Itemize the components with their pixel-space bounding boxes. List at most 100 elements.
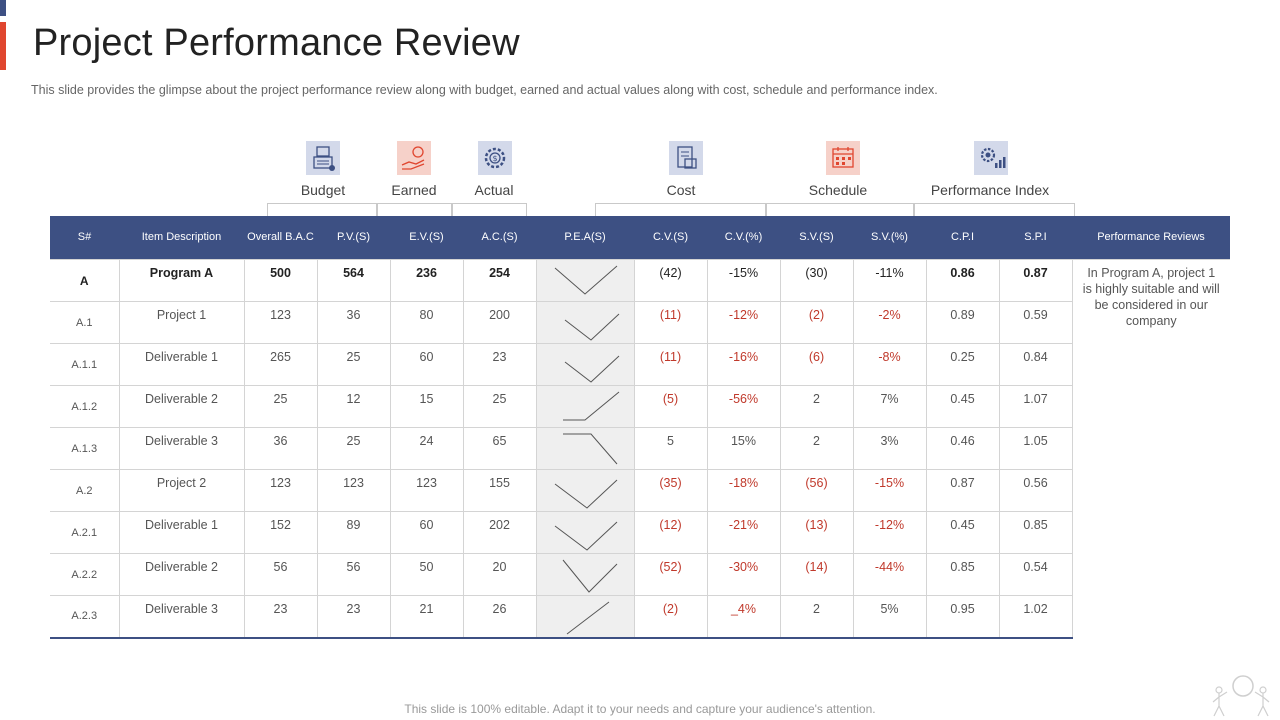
accent-bar <box>0 22 6 70</box>
table-row: A.1.3 Deliverable 3 36 25 24 65 5 15% 2 3% 0.46 1.0… <box>50 427 1230 470</box>
cell-cv: (52) <box>633 553 708 596</box>
col-header-spi: S.P.I <box>999 216 1072 260</box>
trend-line <box>562 559 617 593</box>
trend-sparkline <box>554 479 617 509</box>
cell-ac: 23 <box>462 343 537 386</box>
cell-performance-review: In Program A, project 1 is highly suitab… <box>1071 259 1230 638</box>
cell-ev: 60 <box>389 343 464 386</box>
cell-ev: 50 <box>389 553 464 596</box>
cell-cv-percent: 15% <box>706 427 781 470</box>
cell-pv: 12 <box>316 385 391 428</box>
cell-sv: 2 <box>779 595 854 639</box>
category-label-actual: Actual <box>474 182 514 198</box>
cell-ev: 80 <box>389 301 464 344</box>
cell-pv: 23 <box>316 595 391 639</box>
cell-pea-sparkline <box>535 343 635 386</box>
cell-overall-bac: 152 <box>243 511 318 554</box>
cell-sv: (13) <box>779 511 854 554</box>
col-header-pv: P.V.(S) <box>317 216 390 260</box>
cell-pea-sparkline <box>535 385 635 428</box>
cell-cv-percent: -12% <box>706 301 781 344</box>
gear-chart-icon <box>974 141 1008 175</box>
cell-ac: 26 <box>462 595 537 639</box>
bracket-budget <box>267 203 378 217</box>
svg-text:$: $ <box>492 154 497 163</box>
cell-cpi: 0.45 <box>925 385 1000 428</box>
category-label-performance-index: Performance Index <box>930 182 1050 198</box>
cell-sv: (14) <box>779 553 854 596</box>
cell-cv-percent: -30% <box>706 553 781 596</box>
col-header-performance-reviews: Performance Reviews <box>1072 216 1230 260</box>
cell-item-description: Project 2 <box>118 469 245 512</box>
trend-sparkline <box>554 521 617 551</box>
cell-cv: (12) <box>633 511 708 554</box>
cell-sv-percent: -15% <box>852 469 927 512</box>
cell-cpi: 0.87 <box>925 469 1000 512</box>
cell-cv: (5) <box>633 385 708 428</box>
cell-cv-percent: -16% <box>706 343 781 386</box>
cell-sv-percent: 5% <box>852 595 927 639</box>
cell-ac: 254 <box>462 259 537 302</box>
bracket-cost <box>595 203 767 217</box>
trend-sparkline <box>564 355 619 383</box>
cell-spi: 0.54 <box>998 553 1073 596</box>
cell-pea-sparkline <box>535 301 635 344</box>
col-header-cv-percent: C.V.(%) <box>707 216 780 260</box>
cell-item-description: Deliverable 1 <box>118 343 245 386</box>
cell-ac: 65 <box>462 427 537 470</box>
cell-ac: 202 <box>462 511 537 554</box>
col-header-sn: S# <box>50 216 119 260</box>
cell-pv: 25 <box>316 427 391 470</box>
cell-cv-percent: _4% <box>706 595 781 639</box>
cell-ev: 24 <box>389 427 464 470</box>
bracket-actual <box>451 203 527 217</box>
trend-sparkline <box>564 313 619 341</box>
cell-cv-percent: -15% <box>706 259 781 302</box>
cell-pea-sparkline <box>535 259 635 302</box>
cell-pv: 123 <box>316 469 391 512</box>
cell-overall-bac: 23 <box>243 595 318 639</box>
cell-overall-bac: 25 <box>243 385 318 428</box>
cell-sv: (6) <box>779 343 854 386</box>
cell-sv-percent: -44% <box>852 553 927 596</box>
cell-overall-bac: 500 <box>243 259 318 302</box>
col-header-sv-percent: S.V.(%) <box>853 216 926 260</box>
trend-sparkline <box>554 265 617 295</box>
cell-cv: (11) <box>633 343 708 386</box>
cell-spi: 0.56 <box>998 469 1073 512</box>
cell-cpi: 0.95 <box>925 595 1000 639</box>
cell-sv-percent: -2% <box>852 301 927 344</box>
cell-row-sn: A.1.1 <box>50 343 120 386</box>
calculator-icon <box>306 141 340 175</box>
trend-line <box>554 265 617 295</box>
cell-sv-percent: -12% <box>852 511 927 554</box>
cell-ac: 25 <box>462 385 537 428</box>
trend-line <box>554 479 617 509</box>
col-header-overall-bac: Overall B.A.C <box>244 216 317 260</box>
cell-cpi: 0.46 <box>925 427 1000 470</box>
cell-pv: 36 <box>316 301 391 344</box>
cell-row-sn: A <box>50 259 120 302</box>
trend-line <box>566 601 609 635</box>
cell-item-description: Deliverable 1 <box>118 511 245 554</box>
footer-note: This slide is 100% editable. Adapt it to… <box>404 702 876 716</box>
cell-overall-bac: 265 <box>243 343 318 386</box>
table-row: A.1 Project 1 123 36 80 200 (11) -12% (2) -2% 0.89… <box>50 301 1230 344</box>
money-icon <box>669 141 703 175</box>
cell-sv: (30) <box>779 259 854 302</box>
cell-sv-percent: 7% <box>852 385 927 428</box>
category-label-cost: Cost <box>666 182 696 198</box>
table-row: A.2.2 Deliverable 2 56 56 50 20 (52) -30% (14) -4… <box>50 553 1230 596</box>
cell-item-description: Deliverable 3 <box>118 427 245 470</box>
cell-sv: (56) <box>779 469 854 512</box>
cell-spi: 0.87 <box>998 259 1073 302</box>
cell-cv: (11) <box>633 301 708 344</box>
cell-item-description: Deliverable 3 <box>118 595 245 639</box>
cell-cv: (42) <box>633 259 708 302</box>
accent-mark-top <box>0 0 6 16</box>
cell-spi: 0.85 <box>998 511 1073 554</box>
table-row: A.1.2 Deliverable 2 25 12 15 25 (5) -56% 2 7% 0.45… <box>50 385 1230 428</box>
bracket-schedule <box>765 203 915 217</box>
cell-ac: 155 <box>462 469 537 512</box>
gear-dollar-icon: $ <box>478 141 512 175</box>
